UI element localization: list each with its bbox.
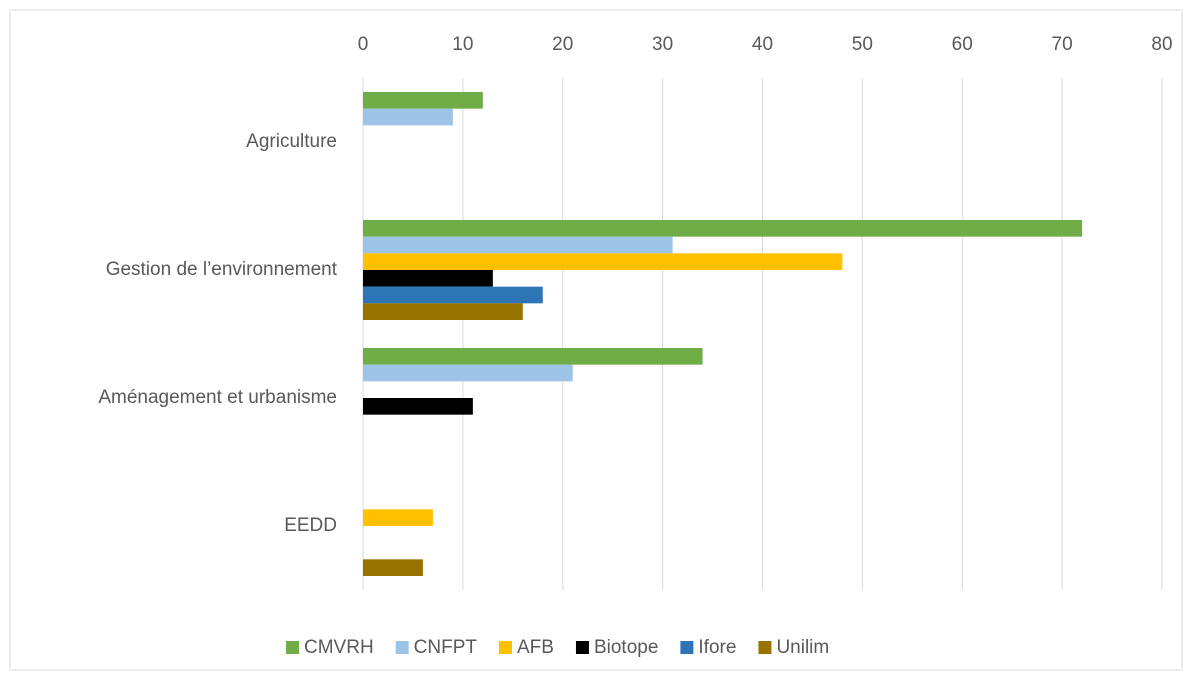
bar (363, 509, 433, 526)
bar (363, 365, 573, 382)
bar (363, 109, 453, 126)
x-tick-label: 50 (852, 34, 873, 55)
legend-swatch (396, 641, 409, 654)
legend-swatch (286, 641, 299, 654)
legend-label: CNFPT (414, 637, 478, 658)
bar (363, 270, 493, 287)
legend-label: CMVRH (304, 637, 374, 658)
legend-label: Ifore (698, 637, 736, 658)
x-tick-label: 0 (358, 34, 369, 55)
bar (363, 253, 842, 270)
y-tick-label: Agriculture (246, 131, 337, 152)
x-tick-label: 70 (1052, 34, 1073, 55)
bar (363, 92, 483, 109)
bar (363, 287, 543, 304)
x-tick-label: 20 (552, 34, 573, 55)
x-tick-label: 40 (752, 34, 773, 55)
legend-label: AFB (517, 637, 554, 658)
bar (363, 303, 523, 320)
legend-swatch (758, 641, 771, 654)
y-tick-label: EEDD (284, 515, 337, 536)
bar (363, 237, 673, 254)
y-tick-label: Gestion de l’environnement (106, 259, 338, 280)
chart-border (10, 10, 1182, 670)
x-tick-label: 60 (952, 34, 973, 55)
bar (363, 220, 1082, 237)
chart: 0 10 20 30 40 50 60 70 80 Agriculture Gestion de l… (0, 0, 1190, 677)
y-tick-label: Aménagement et urbanisme (98, 387, 337, 408)
legend-swatch (499, 641, 512, 654)
legend-label: Unilim (776, 637, 829, 658)
legend-label: Biotope (594, 637, 658, 658)
legend-swatch (576, 641, 589, 654)
bar (363, 398, 473, 415)
x-tick-label: 10 (452, 34, 473, 55)
bar (363, 348, 703, 365)
bar (363, 559, 423, 576)
x-tick-label: 30 (652, 34, 673, 55)
x-tick-label: 80 (1151, 34, 1172, 55)
legend-swatch (680, 641, 693, 654)
